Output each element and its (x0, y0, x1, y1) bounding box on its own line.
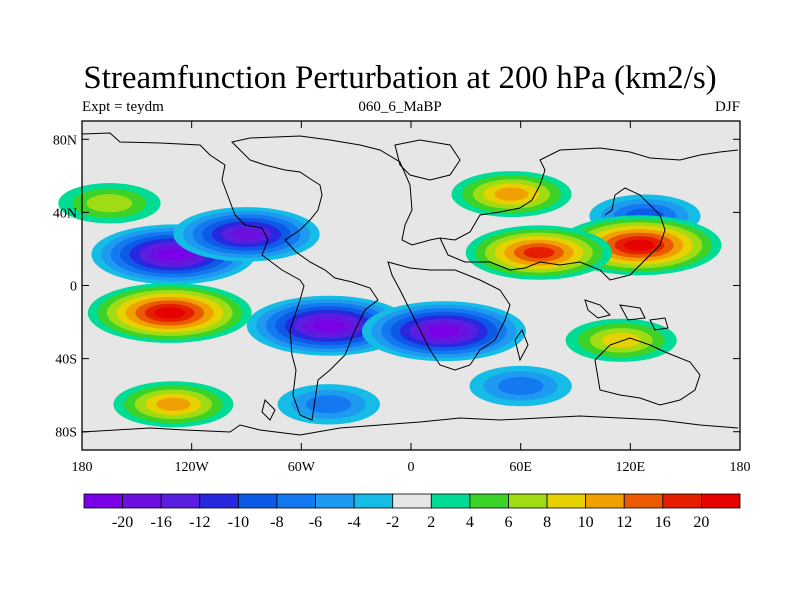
anomaly-12 (469, 365, 572, 407)
x-tick-label: 120E (616, 460, 646, 475)
legend-swatch (546, 493, 587, 509)
contour-band (624, 239, 655, 251)
legend-label: 2 (427, 514, 435, 531)
legend-swatch (122, 493, 162, 509)
y-tick-label: 80N (53, 133, 77, 148)
contour-band (428, 325, 460, 337)
axes: 180 120W 60W 0 60E 120E 180 80N 40N 0 40S 80S (53, 121, 751, 475)
contour-band (313, 320, 345, 332)
legend-label: -10 (228, 514, 249, 531)
anomaly-11 (113, 381, 234, 428)
anomaly-13 (277, 384, 380, 425)
contour-field (58, 121, 740, 450)
legend-label: 10 (578, 514, 594, 531)
legend-label: 4 (466, 514, 474, 531)
x-tick-label: 180 (730, 460, 751, 475)
legend-swatch (276, 493, 316, 509)
legend-label: -20 (112, 514, 133, 531)
legend-swatch (623, 493, 664, 509)
anomaly-9 (87, 282, 252, 343)
contour-band (158, 248, 189, 261)
contour-band (231, 228, 262, 241)
legend-swatch (392, 493, 432, 509)
legend-swatch (199, 493, 239, 509)
subtitle-center: 060_6_MaBP (358, 99, 442, 115)
legend-label: 16 (655, 514, 671, 531)
legend-swatch (701, 493, 741, 509)
legend-label: -8 (270, 514, 283, 531)
contour-band (154, 307, 186, 319)
subtitle-left: Expt = teydm (82, 99, 164, 115)
chart-title: Streamfunction Perturbation at 200 hPa (… (83, 60, 717, 96)
anomaly-1 (173, 207, 320, 262)
legend-swatch (353, 493, 394, 509)
x-tick-label: 60W (288, 460, 316, 475)
legend-label: -12 (189, 514, 210, 531)
anomaly-8 (451, 171, 572, 218)
color-legend: -20 -16 -12 -10 -8 -6 -4 -2 2 4 6 8 10 12 16 20 (83, 493, 741, 531)
x-tick-label: 60E (509, 460, 532, 475)
legend-swatch (430, 493, 471, 509)
legend-swatch (508, 493, 548, 509)
legend-label: -4 (347, 514, 360, 531)
legend-swatch (469, 493, 509, 509)
subtitle-right: DJF (714, 99, 740, 115)
y-tick-label: 40N (53, 206, 77, 221)
anomaly-5 (58, 183, 161, 224)
anomaly-7 (465, 225, 613, 280)
legend-label: 12 (616, 514, 632, 531)
y-tick-label: 80S (55, 426, 77, 441)
contour-band (523, 246, 555, 259)
anomaly-10 (565, 318, 677, 362)
legend-label: -2 (386, 514, 399, 531)
coastline-outline (81, 132, 739, 436)
contour-band (86, 194, 133, 213)
contour-band (156, 397, 191, 411)
legend-label: -6 (309, 514, 322, 531)
legend-label: 20 (693, 514, 709, 531)
x-tick-label: 120W (175, 460, 210, 475)
legend-swatch (160, 493, 201, 509)
legend-label: 8 (543, 514, 551, 531)
legend-swatch (83, 493, 123, 509)
contour-band (601, 332, 641, 348)
y-tick-label: 0 (70, 280, 77, 295)
legend-swatch (237, 493, 278, 509)
contour-band (497, 377, 544, 396)
legend-label: 6 (505, 514, 513, 531)
legend-label: -16 (151, 514, 172, 531)
legend-swatch (315, 493, 355, 509)
legend-swatch (662, 493, 702, 509)
legend-swatch (585, 493, 625, 509)
x-tick-label: 0 (408, 460, 415, 475)
contour-band (305, 395, 352, 414)
y-tick-label: 40S (55, 353, 77, 368)
x-tick-label: 180 (72, 460, 93, 475)
anomaly-3 (361, 301, 526, 362)
contour-band (494, 187, 529, 201)
